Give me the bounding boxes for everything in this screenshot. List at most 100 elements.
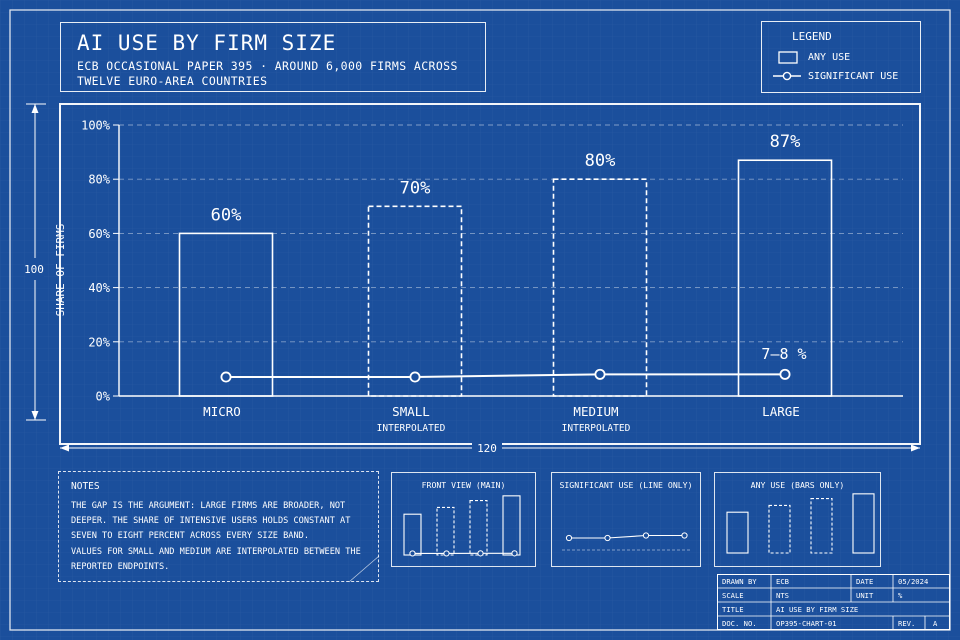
notes-paragraph: THE GAP IS THE ARGUMENT: LARGE FIRMS ARE… (71, 501, 351, 541)
bar-small (367, 205, 463, 397)
mini-bar (852, 493, 875, 554)
tb-unit: % (898, 591, 903, 600)
vertical-dimension-arrow-top (31, 104, 39, 113)
legend-any-use-swatch (778, 51, 798, 64)
any-use-bars: 60% 70% 80% 87% (178, 132, 833, 397)
notes-paragraph: VALUES FOR SMALL AND MEDIUM ARE INTERPOL… (71, 547, 361, 572)
tb-drawn-by: ECB (776, 577, 789, 586)
mini-line-view: SIGNIFICANT USE (LINE ONLY) (551, 472, 701, 567)
mini-bar (469, 500, 488, 556)
tb-rev: A (933, 619, 938, 628)
bar-medium (552, 178, 648, 397)
y-tick-label: 20% (88, 335, 110, 349)
bar-large (737, 159, 833, 397)
tb-title: AI USE BY FIRM SIZE (776, 605, 859, 614)
drawing-title-block: DRAWN BY ECB DATE 05/2024 SCALE NTS UNIT… (717, 574, 950, 630)
bar-value-label: 80% (585, 151, 616, 171)
significant-use-marker (220, 371, 232, 383)
x-axis-categories: MICRO SMALL INTERPOLATED MEDIUM INTERPOLATED… (203, 404, 800, 434)
tb-rev-label: REV. (898, 619, 916, 628)
tb-unit-label: UNIT (856, 591, 874, 600)
bar-value-label: 87% (770, 132, 801, 152)
mini-bars-view-title: ANY USE (BARS ONLY) (750, 480, 845, 490)
significant-use-marker (779, 368, 791, 380)
legend: LEGEND ANY USE SIGNIFICANT USE (761, 21, 921, 93)
y-axis-label: SHARE OF FIRMS (54, 224, 67, 317)
y-axis-ticks: 0% 20% 40% 60% 80% 100% (81, 119, 119, 404)
mini-line-view-chart (562, 532, 692, 551)
mini-bar (768, 504, 791, 554)
mini-front-view-chart (403, 495, 521, 557)
mini-bar (810, 498, 833, 554)
significant-use-marker (409, 371, 421, 383)
mini-marker (409, 550, 416, 557)
y-tick-label: 40% (88, 281, 110, 295)
y-tick-label: 100% (81, 119, 111, 133)
tb-doc-label: DOC. NO. (722, 619, 757, 628)
legend-significant-use-label: SIGNIFICANT USE (808, 71, 899, 82)
mini-line-view-title: SIGNIFICANT USE (LINE ONLY) (559, 480, 693, 490)
legend-significant-marker (782, 71, 792, 81)
sheet-border (9, 9, 951, 631)
horizontal-dimension-arrow-left (60, 444, 69, 452)
significant-use-polyline (226, 373, 785, 379)
tb-scale-label: SCALE (722, 591, 744, 600)
mini-front-view: FRONT VIEW (MAIN) (391, 472, 536, 567)
mini-front-view-title: FRONT VIEW (MAIN) (421, 480, 506, 490)
dimension-lines: 100 120 (24, 103, 920, 456)
tb-title-label: TITLE (722, 605, 744, 614)
chart-title: AI USE BY FIRM SIZE (77, 31, 337, 55)
horizontal-dimension-arrow-right (911, 444, 920, 452)
legend-swatches (773, 51, 801, 81)
mini-marker (477, 550, 484, 557)
significant-use-marker (594, 368, 606, 380)
significant-use-line (220, 368, 791, 383)
mini-marker (681, 532, 688, 539)
x-category-label: MICRO (203, 404, 241, 419)
x-category-label: SMALL (392, 404, 430, 419)
mini-bar (502, 495, 521, 556)
notes-panel: NOTES THE GAP IS THE ARGUMENT: LARGE FIR… (58, 471, 380, 583)
mini-marker (443, 550, 450, 557)
vertical-dimension-label: 100 (24, 263, 44, 276)
mini-bar (403, 513, 422, 556)
title-block-grid (717, 574, 950, 630)
legend-any-use-label: ANY USE (808, 52, 851, 63)
y-tick-label: 0% (96, 390, 111, 404)
vertical-dimension-arrow-bottom (31, 411, 39, 420)
notes-corner-fold (348, 555, 380, 583)
mini-marker (642, 532, 650, 539)
x-category-label: LARGE (762, 404, 800, 419)
x-category-label: MEDIUM (573, 404, 618, 419)
mini-bars-view-chart (726, 493, 875, 554)
mini-marker (565, 534, 573, 542)
tb-date: 05/2024 (898, 577, 929, 586)
mini-bar (436, 506, 455, 556)
mini-line (569, 534, 685, 539)
title-box: AI USE BY FIRM SIZE ECB OCCASIONAL PAPER… (60, 22, 486, 92)
legend-title: LEGEND (792, 30, 832, 43)
x-category-note: INTERPOLATED (562, 423, 631, 434)
tb-scale: NTS (776, 591, 789, 600)
mini-marker (604, 534, 611, 542)
y-tick-label: 60% (88, 227, 110, 241)
chart-subtitle: ECB OCCASIONAL PAPER 395 · AROUND 6,000 … (77, 59, 458, 88)
significant-use-annotation: 7–8 % (761, 345, 806, 363)
mini-bar (726, 511, 749, 554)
tb-date-label: DATE (856, 577, 874, 586)
x-category-note: INTERPOLATED (377, 423, 446, 434)
notes-body: THE GAP IS THE ARGUMENT: LARGE FIRMS ARE… (71, 499, 376, 576)
y-tick-label: 80% (88, 173, 110, 187)
bar-value-label: 70% (400, 178, 431, 198)
mini-bars-view: ANY USE (BARS ONLY) (714, 472, 881, 567)
tb-drawn-by-label: DRAWN BY (722, 577, 757, 586)
bar-micro (178, 232, 274, 397)
tb-doc: OP395-CHART-01 (776, 619, 837, 628)
notes-title: NOTES (71, 481, 100, 492)
bar-value-label: 60% (211, 205, 242, 225)
horizontal-dimension-label: 120 (477, 442, 497, 455)
mini-marker (511, 550, 518, 557)
